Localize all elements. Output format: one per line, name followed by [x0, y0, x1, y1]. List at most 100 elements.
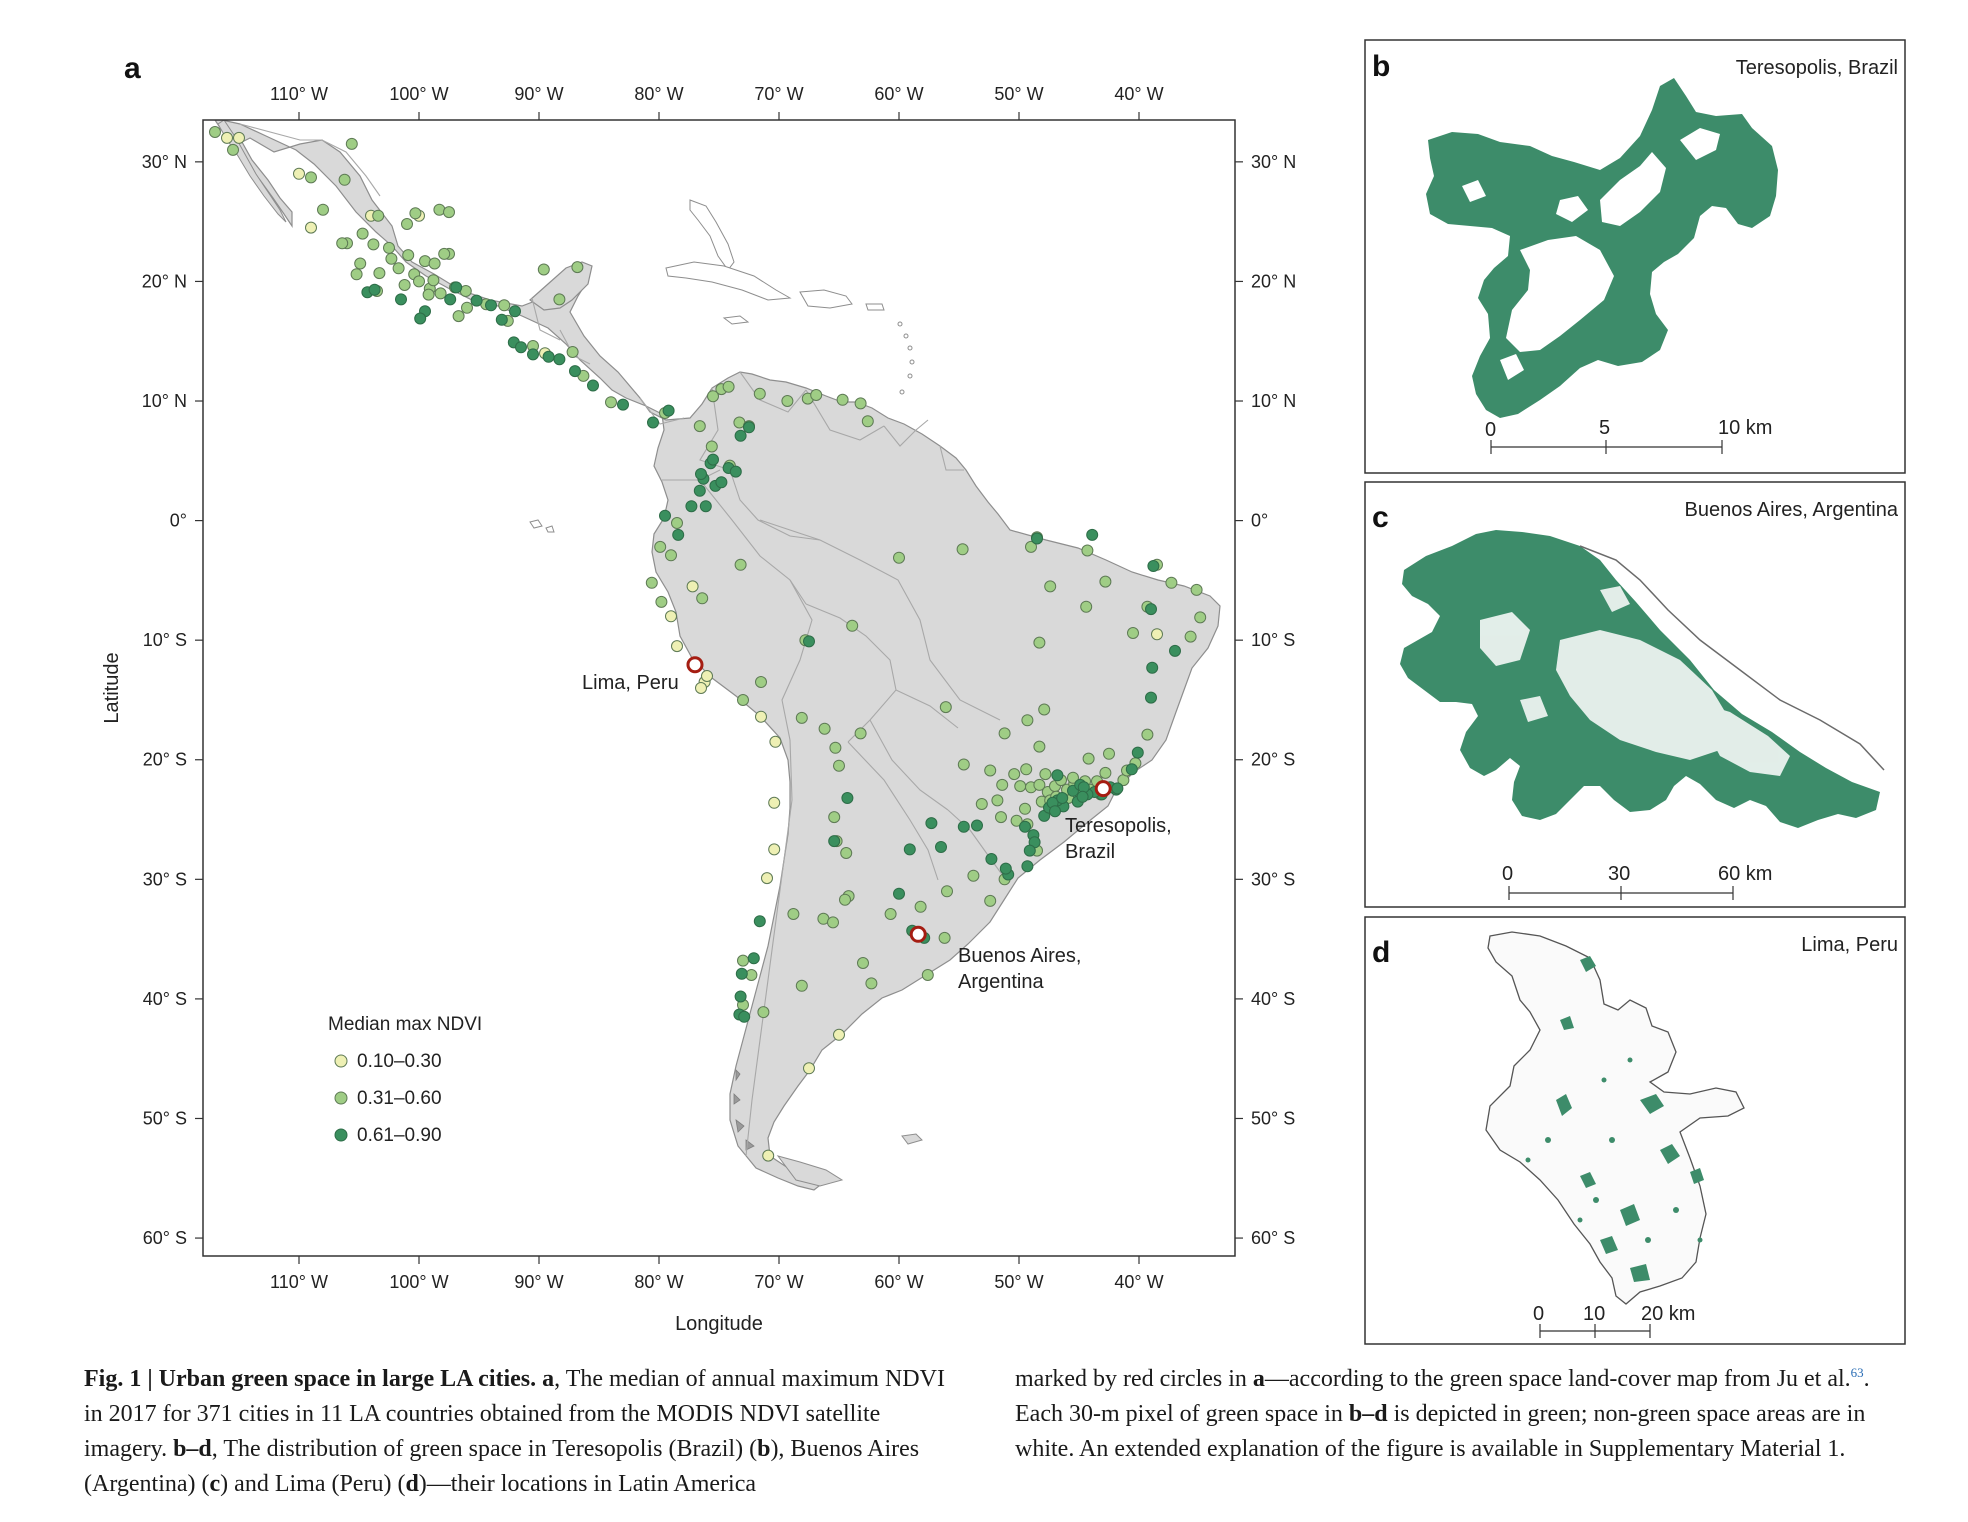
city-marker-mid: [1099, 766, 1112, 779]
panel-b-scale-0: 0: [1485, 419, 1496, 441]
lon-tick-label-top: 60° W: [874, 84, 923, 104]
city-marker-low: [701, 670, 713, 682]
caption-ref-a: a: [542, 1366, 555, 1392]
city-marker-low: [761, 872, 773, 885]
highlight-circle: [909, 925, 927, 943]
city-marker-low: [305, 221, 317, 234]
city-marker-mid: [1010, 814, 1023, 827]
city-marker-mid: [654, 540, 667, 553]
city-marker-high: [828, 835, 841, 848]
city-marker-mid: [402, 249, 415, 262]
city-marker-mid: [1033, 636, 1046, 649]
city-marker-mid: [372, 209, 385, 222]
city-marker-high: [734, 990, 747, 1003]
panel-c: c Buenos Aires, Argentina 0 30 60 km: [1364, 481, 1906, 908]
city-marker-mid: [839, 893, 851, 906]
highlight-markers: [686, 656, 1112, 943]
city-marker-mid: [566, 346, 579, 358]
galapagos-islands: [529, 519, 555, 533]
lon-tick-label-bottom: 50° W: [994, 1272, 1043, 1292]
city-marker-mid: [941, 885, 953, 898]
caption-text-9: is depicted in green; non-green space ar…: [1015, 1401, 1866, 1462]
city-marker-mid: [827, 916, 839, 929]
caption-citation-link[interactable]: 63: [1850, 1365, 1864, 1380]
hispaniola: [799, 289, 853, 309]
city-marker-mid: [921, 969, 934, 981]
lat-tick-label-left: 20° N: [142, 271, 187, 291]
city-marker-high: [444, 293, 457, 306]
city-marker-high: [735, 967, 748, 980]
city-marker-mid: [1080, 600, 1093, 613]
city-marker-mid: [1039, 768, 1052, 781]
city-marker-high: [1131, 746, 1144, 759]
city-marker-mid: [305, 171, 317, 184]
city-marker-mid: [1021, 714, 1034, 727]
lat-tick-label-left: 50° S: [143, 1108, 187, 1128]
city-marker-high: [693, 484, 706, 497]
city-marker-high: [841, 792, 854, 804]
city-marker-high: [662, 404, 675, 417]
city-marker-mid: [427, 274, 440, 287]
city-marker-mid: [671, 517, 683, 529]
highlight-circle: [1094, 780, 1112, 798]
city-marker-mid: [461, 301, 473, 314]
city-marker-high: [1019, 820, 1031, 833]
city-marker-high: [1031, 532, 1043, 545]
panel-d-letter: d: [1372, 936, 1390, 969]
callout-teresopolis-line-1: Teresopolis,: [1065, 815, 1172, 837]
city-marker-mid: [914, 900, 927, 913]
caption-ref-b: b: [757, 1436, 771, 1462]
city-marker-high: [971, 819, 983, 832]
callout-teresopolis-line-2: Brazil: [1065, 841, 1115, 863]
lon-tick-label-top: 80° W: [634, 84, 683, 104]
panel-d-scale-10: 10: [1583, 1303, 1605, 1325]
city-marker-high: [617, 398, 629, 411]
lat-tick-label-right: 40° S: [1251, 989, 1295, 1009]
city-marker-high: [659, 509, 671, 522]
caption-right-column: marked by red circles in a—according to …: [1015, 1362, 1894, 1502]
teresopolis-non-green: [1462, 128, 1720, 380]
city-marker-mid: [1008, 768, 1021, 781]
panel-c-scale-0: 0: [1502, 863, 1513, 885]
lat-tick-label-right: 10° S: [1251, 630, 1295, 650]
city-marker-high: [1111, 782, 1124, 795]
city-marker-low: [762, 1149, 775, 1162]
city-marker-mid: [1103, 747, 1115, 760]
panel-d-scalebar: [1539, 1324, 1651, 1338]
city-marker-mid: [1033, 778, 1046, 791]
city-marker-high: [743, 421, 755, 434]
city-marker-mid: [705, 440, 718, 453]
city-marker-high: [1021, 860, 1034, 873]
x-axis-title: Longitude: [675, 1313, 763, 1335]
city-marker-mid: [1038, 703, 1051, 716]
panel-d-scale-20: 20 km: [1641, 1303, 1695, 1325]
city-marker-mid: [356, 227, 369, 240]
city-marker-high: [1145, 603, 1157, 616]
legend-title: Median max NDVI: [328, 1014, 482, 1035]
city-marker-high: [734, 429, 747, 442]
caption-ref-bd-2: b–d: [1348, 1401, 1388, 1427]
legend-swatch-mid: [334, 1091, 348, 1105]
panel-a-letter: a: [124, 52, 141, 85]
city-marker-mid: [398, 279, 411, 291]
callout-buenos-aires-line-1: Buenos Aires,: [958, 945, 1081, 967]
city-marker-high: [925, 817, 938, 830]
city-marker-mid: [737, 954, 749, 967]
lon-tick-label-bottom: 100° W: [389, 1272, 448, 1292]
lon-tick-label-bottom: 70° W: [754, 1272, 803, 1292]
panel-d: d Lima, Peru 0 10 20 km: [1364, 916, 1906, 1345]
city-marker-mid: [1044, 580, 1057, 593]
caption-text-6: marked by red circles in: [1015, 1366, 1253, 1392]
lat-tick-label-right: 10° N: [1251, 391, 1296, 411]
city-marker-low: [695, 682, 707, 694]
city-marker-high: [515, 341, 527, 354]
lat-tick-label-left: 30° N: [142, 152, 187, 172]
city-marker-mid: [984, 764, 997, 777]
city-marker-high: [1051, 769, 1064, 782]
city-marker-mid: [795, 979, 808, 992]
city-marker-high: [647, 416, 659, 429]
city-marker-high: [803, 635, 815, 648]
city-marker-mid: [865, 977, 878, 990]
city-marker-high: [1076, 790, 1089, 803]
caption-ref-d: d: [405, 1471, 419, 1497]
